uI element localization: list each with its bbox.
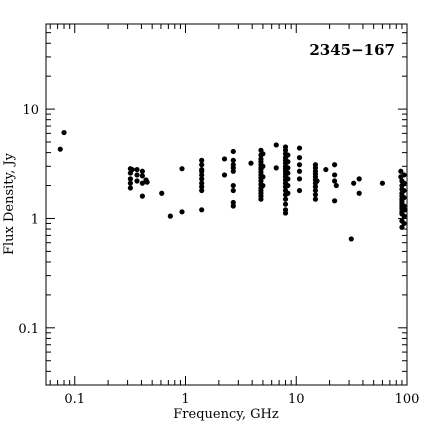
data-point — [312, 196, 319, 202]
data-point — [332, 172, 338, 178]
chart-title: 2345−167 — [309, 41, 395, 59]
x-tick-label: 1 — [181, 392, 189, 407]
data-point — [312, 187, 319, 194]
data-point — [199, 157, 205, 163]
data-point — [230, 203, 236, 209]
x-tick-label: 100 — [395, 392, 420, 407]
data-point — [332, 178, 338, 184]
data-point — [139, 173, 145, 179]
x-tick-label: 10 — [288, 392, 305, 407]
data-point — [356, 176, 362, 182]
data-point — [296, 145, 303, 151]
data-point — [356, 190, 362, 196]
data-point — [199, 184, 205, 190]
tick-marks — [46, 23, 408, 386]
data-point — [139, 193, 145, 199]
data-point — [402, 207, 408, 213]
data-point — [134, 178, 140, 184]
data-point — [351, 180, 357, 186]
data-point — [285, 182, 291, 189]
data-point — [167, 213, 173, 219]
data-point — [199, 172, 205, 178]
data-point — [282, 196, 289, 202]
data-point — [221, 172, 228, 178]
data-point — [221, 156, 228, 162]
x-tick-label: 0.1 — [64, 392, 85, 407]
data-point — [199, 176, 205, 182]
data-point — [314, 178, 320, 184]
data-point — [401, 187, 407, 194]
data-point — [57, 146, 63, 152]
data-point — [333, 182, 339, 189]
data-points — [57, 129, 408, 242]
data-point — [285, 159, 291, 165]
data-point — [401, 213, 407, 219]
y-axis-title: Flux Density, Jy — [2, 152, 17, 255]
data-point — [230, 157, 236, 163]
data-point — [127, 180, 133, 186]
data-point — [273, 165, 279, 171]
data-point — [230, 187, 236, 194]
data-point — [296, 187, 303, 194]
data-point — [248, 160, 254, 166]
data-point — [230, 168, 236, 174]
tick-labels: 0.1 1 10 100 0.1 1 10 — [18, 103, 419, 407]
data-point — [273, 142, 279, 148]
data-point — [323, 166, 329, 173]
data-point — [134, 172, 140, 178]
data-point — [129, 166, 135, 173]
data-point — [398, 168, 404, 174]
y-tick-label: 1 — [31, 212, 39, 227]
data-point — [379, 180, 386, 186]
data-point — [285, 152, 291, 158]
data-point — [260, 163, 266, 169]
data-point — [401, 220, 407, 227]
data-point — [179, 166, 185, 172]
data-point — [260, 182, 266, 189]
data-point — [139, 180, 145, 186]
data-point — [285, 170, 291, 176]
data-point — [260, 174, 266, 180]
data-point — [127, 185, 133, 191]
y-tick-label: 10 — [22, 103, 39, 118]
data-point — [312, 192, 319, 198]
data-point — [230, 182, 236, 189]
y-tick-label: 0.1 — [18, 322, 39, 337]
data-point — [139, 168, 145, 174]
data-point — [296, 162, 303, 168]
data-point — [199, 162, 205, 168]
data-point — [285, 165, 291, 171]
data-point — [332, 162, 338, 168]
data-point — [199, 187, 205, 194]
data-point — [199, 168, 205, 174]
data-point — [282, 201, 289, 207]
x-axis-title: Frequency, GHz — [173, 407, 279, 422]
data-point — [260, 151, 266, 157]
data-point — [296, 155, 303, 161]
data-point — [230, 148, 236, 155]
data-point — [179, 209, 185, 215]
data-point — [144, 179, 150, 185]
data-point — [282, 210, 289, 216]
data-point — [61, 129, 67, 136]
plot-frame — [45, 23, 408, 386]
data-point — [199, 207, 205, 213]
data-point — [401, 172, 407, 178]
data-point — [399, 224, 405, 230]
data-point — [348, 236, 354, 242]
data-point — [312, 184, 319, 190]
data-point — [332, 198, 338, 204]
data-point — [401, 195, 407, 201]
data-point — [134, 166, 140, 173]
data-point — [285, 176, 291, 182]
data-point — [296, 168, 303, 174]
data-point — [258, 196, 264, 202]
data-point — [285, 190, 291, 196]
data-point — [296, 176, 303, 182]
data-point — [159, 190, 165, 196]
data-point — [401, 180, 407, 186]
data-point — [127, 176, 133, 182]
